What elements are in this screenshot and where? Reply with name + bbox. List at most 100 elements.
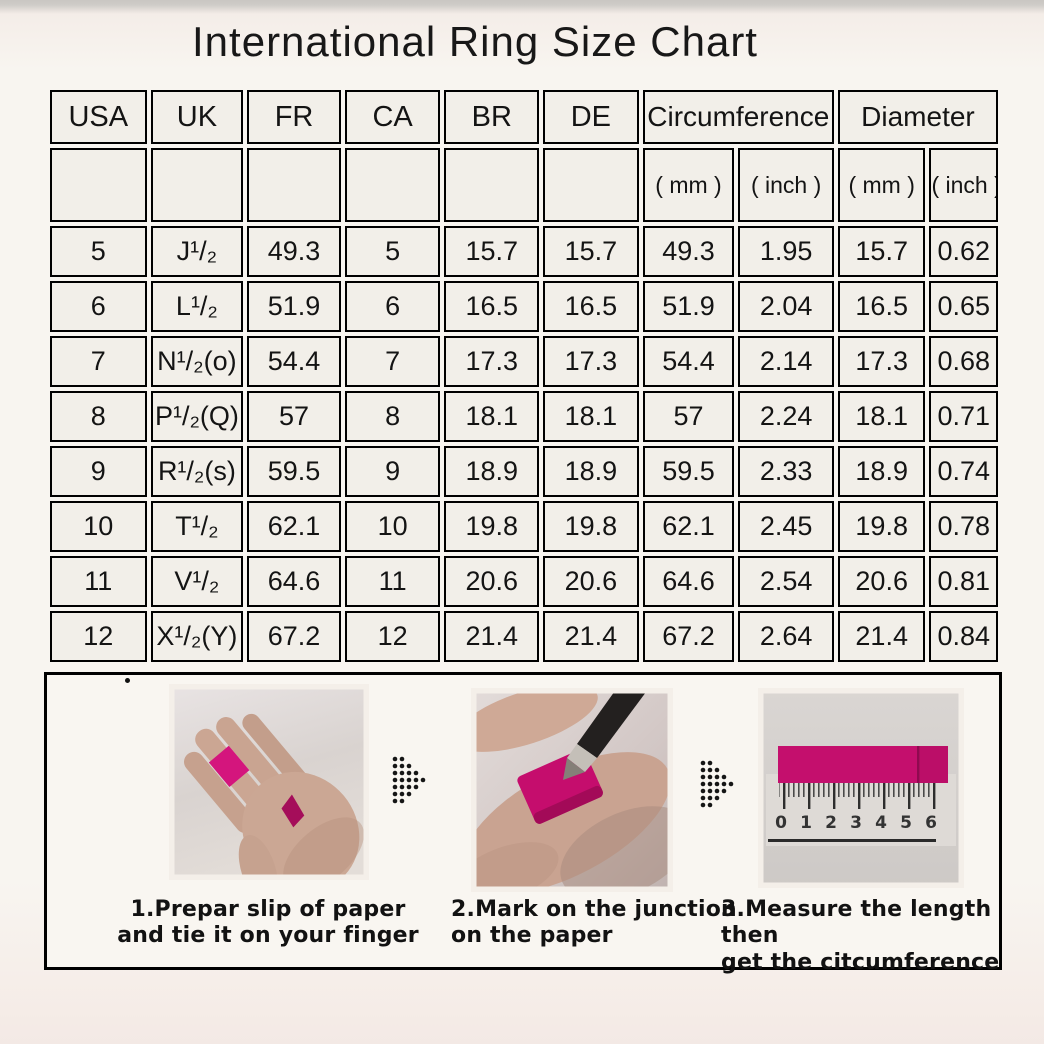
col-header-circumference: Circumference xyxy=(642,90,834,144)
col-header-diameter: Diameter xyxy=(837,90,998,144)
table-cell: 18.1 xyxy=(543,391,639,442)
svg-text:4: 4 xyxy=(875,813,887,833)
step2-photo xyxy=(471,688,673,892)
dotted-arrow-icon xyxy=(700,760,734,808)
table-row: 7 N¹/₂(o) 54.4 7 17.3 17.3 54.4 2.14 17.… xyxy=(50,336,998,387)
table-cell: X¹/₂(Y) xyxy=(150,611,244,662)
subheader-diameter-inch: ( inch ) xyxy=(929,148,998,222)
table-cell: 67.2 xyxy=(247,611,341,662)
table-cell: 12 xyxy=(344,611,441,662)
empty-cell xyxy=(150,148,244,222)
table-cell: 7 xyxy=(50,336,147,387)
page-title: International Ring Size Chart xyxy=(192,18,758,65)
table-cell: 5 xyxy=(50,226,147,277)
ruler-numbers: 0 1 2 3 4 5 6 xyxy=(775,813,937,833)
table-cell: 2.14 xyxy=(738,336,834,387)
step1-caption: 1.Prepar slip of paper and tie it on you… xyxy=(103,897,433,950)
subheader-circumference-mm: ( mm ) xyxy=(642,148,735,222)
caption-line: 3.Measure the length then xyxy=(721,897,992,949)
table-cell: 18.9 xyxy=(837,446,926,497)
paper-strip-end xyxy=(281,794,305,828)
caption-line: get the citcumference xyxy=(721,949,1000,975)
table-cell: N¹/₂(o) xyxy=(150,336,244,387)
table-cell: 51.9 xyxy=(642,281,735,332)
table-row: 10 T¹/₂ 62.1 10 19.8 19.8 62.1 2.45 19.8… xyxy=(50,501,998,552)
measurement-steps-panel: 0 1 2 3 4 5 6 1.Prepar slip of paper and… xyxy=(44,672,1002,975)
table-row: 8 P¹/₂(Q) 57 8 18.1 18.1 57 2.24 18.1 0.… xyxy=(50,391,998,442)
table-cell: J¹/₂ xyxy=(150,226,244,277)
table-cell: 54.4 xyxy=(642,336,735,387)
table-cell: 10 xyxy=(344,501,441,552)
table-cell: R¹/₂(s) xyxy=(150,446,244,497)
table-cell: 11 xyxy=(344,556,441,607)
table-cell: 57 xyxy=(247,391,341,442)
table-cell: 17.3 xyxy=(543,336,639,387)
col-header-ca: CA xyxy=(344,90,441,144)
table-cell: 21.4 xyxy=(543,611,639,662)
dotted-arrow-icon xyxy=(392,756,426,804)
table-cell: 2.04 xyxy=(738,281,834,332)
table-cell: 0.71 xyxy=(929,391,998,442)
table-cell: 54.4 xyxy=(247,336,341,387)
col-header-usa: USA xyxy=(50,90,147,144)
table-cell: 5 xyxy=(344,226,441,277)
table-cell: 2.64 xyxy=(738,611,834,662)
table-cell: 2.54 xyxy=(738,556,834,607)
table-cell: 15.7 xyxy=(543,226,639,277)
table-cell: 8 xyxy=(50,391,147,442)
table-cell: 17.3 xyxy=(837,336,926,387)
table-cell: 21.4 xyxy=(444,611,540,662)
table-cell: 21.4 xyxy=(837,611,926,662)
step1-photo xyxy=(169,684,369,880)
empty-cell xyxy=(50,148,147,222)
table-cell: 7 xyxy=(344,336,441,387)
table-cell: 19.8 xyxy=(837,501,926,552)
marker-pen xyxy=(563,688,649,780)
caption-line: on the paper xyxy=(451,923,613,949)
table-cell: 0.74 xyxy=(929,446,998,497)
empty-cell xyxy=(247,148,341,222)
table-cell: 20.6 xyxy=(543,556,639,607)
table-cell: 15.7 xyxy=(444,226,540,277)
table-cell: 64.6 xyxy=(247,556,341,607)
table-cell: 0.81 xyxy=(929,556,998,607)
hand-back xyxy=(184,713,365,880)
ring-size-table: USA UK FR CA BR DE Circumference Diamete… xyxy=(46,86,1002,666)
col-header-uk: UK xyxy=(150,90,244,144)
table-cell: 0.62 xyxy=(929,226,998,277)
header-row: USA UK FR CA BR DE Circumference Diamete… xyxy=(50,90,998,144)
svg-text:5: 5 xyxy=(900,813,912,833)
table-cell: 9 xyxy=(50,446,147,497)
table-cell: 49.3 xyxy=(642,226,735,277)
table-cell: 18.9 xyxy=(444,446,540,497)
table-row: 12 X¹/₂(Y) 67.2 12 21.4 21.4 67.2 2.64 2… xyxy=(50,611,998,662)
step2-caption: 2.Mark on the junction on the paper xyxy=(451,897,741,950)
col-header-de: DE xyxy=(543,90,639,144)
table-cell: 2.33 xyxy=(738,446,834,497)
table-cell: 18.1 xyxy=(444,391,540,442)
svg-text:6: 6 xyxy=(925,813,937,833)
hand-palm xyxy=(471,688,673,892)
subheader-row: ( mm ) ( inch ) ( mm ) ( inch ) xyxy=(50,148,998,222)
table-cell: 12 xyxy=(50,611,147,662)
step3-caption: 3.Measure the length then get the citcum… xyxy=(721,897,1011,976)
table-cell: 15.7 xyxy=(837,226,926,277)
svg-text:3: 3 xyxy=(850,813,862,833)
table-cell: 59.5 xyxy=(642,446,735,497)
table-cell: 64.6 xyxy=(642,556,735,607)
col-header-br: BR xyxy=(444,90,540,144)
paper-strip xyxy=(208,745,250,787)
table-cell: 0.84 xyxy=(929,611,998,662)
table-cell: T¹/₂ xyxy=(150,501,244,552)
table-cell: 67.2 xyxy=(642,611,735,662)
table-cell: 9 xyxy=(344,446,441,497)
table-row: 11 V¹/₂ 64.6 11 20.6 20.6 64.6 2.54 20.6… xyxy=(50,556,998,607)
table-cell: 17.3 xyxy=(444,336,540,387)
table-cell: V¹/₂ xyxy=(150,556,244,607)
caption-line: 1.Prepar slip of paper xyxy=(130,897,406,922)
table-cell: 62.1 xyxy=(247,501,341,552)
caption-line: 2.Mark on the junction xyxy=(451,897,737,922)
col-header-fr: FR xyxy=(247,90,341,144)
table-cell: 0.78 xyxy=(929,501,998,552)
svg-text:0: 0 xyxy=(775,813,787,833)
